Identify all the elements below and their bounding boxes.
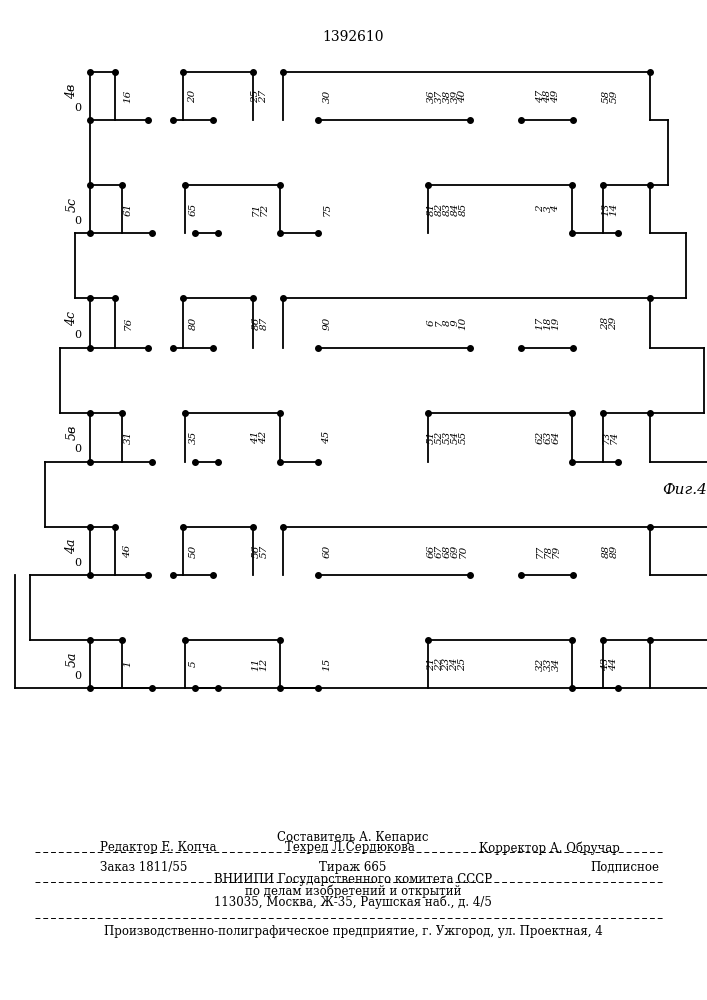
Text: 51
52
53
54
55: 51 52 53 54 55 bbox=[426, 431, 467, 444]
Text: по делам изобретений и открытий: по делам изобретений и открытий bbox=[245, 884, 461, 898]
Text: 17
18
19: 17 18 19 bbox=[535, 316, 561, 330]
Text: 35: 35 bbox=[189, 431, 197, 444]
Text: 21
22
23
24
25: 21 22 23 24 25 bbox=[426, 657, 467, 671]
Text: 0: 0 bbox=[74, 671, 81, 681]
Text: 0: 0 bbox=[74, 558, 81, 568]
Text: 0: 0 bbox=[74, 444, 81, 454]
Text: 36
37
38
39
40: 36 37 38 39 40 bbox=[426, 89, 467, 103]
Text: 31: 31 bbox=[124, 431, 132, 444]
Text: 81
82
83
84
85: 81 82 83 84 85 bbox=[426, 202, 467, 216]
Text: 61: 61 bbox=[124, 202, 132, 216]
Text: 113035, Москва, Ж-35, Раушская наб., д. 4/5: 113035, Москва, Ж-35, Раушская наб., д. … bbox=[214, 895, 492, 909]
Text: 1392610: 1392610 bbox=[322, 30, 384, 44]
Text: 56
57: 56 57 bbox=[252, 544, 269, 558]
Text: 73
74: 73 74 bbox=[602, 431, 619, 444]
Text: Производственно-полиграфическое предприятие, г. Ужгород, ул. Проектная, 4: Производственно-полиграфическое предприя… bbox=[104, 926, 602, 938]
Text: 0: 0 bbox=[74, 103, 81, 113]
Text: 60: 60 bbox=[322, 544, 332, 558]
Text: 5в: 5в bbox=[66, 425, 78, 440]
Text: 58
59: 58 59 bbox=[602, 89, 619, 103]
Text: 4с: 4с bbox=[66, 310, 78, 326]
Text: Фиг.4: Фиг.4 bbox=[662, 483, 707, 497]
Text: 80: 80 bbox=[189, 316, 197, 330]
Text: 90: 90 bbox=[322, 316, 332, 330]
Text: 30: 30 bbox=[322, 89, 332, 103]
Text: 86
87: 86 87 bbox=[252, 316, 269, 330]
Text: 88
89: 88 89 bbox=[602, 544, 619, 558]
Text: Подписное: Подписное bbox=[590, 860, 659, 874]
Text: 20: 20 bbox=[189, 89, 197, 103]
Text: 47
48
49: 47 48 49 bbox=[535, 89, 561, 103]
Text: 43
44: 43 44 bbox=[602, 657, 619, 671]
Text: 2
3
4: 2 3 4 bbox=[535, 206, 561, 212]
Text: 0: 0 bbox=[74, 330, 81, 340]
Text: 66
67
68
69
70: 66 67 68 69 70 bbox=[426, 544, 467, 558]
Text: 25
27: 25 27 bbox=[252, 89, 269, 103]
Text: 75: 75 bbox=[322, 202, 332, 216]
Text: 41
42: 41 42 bbox=[252, 431, 269, 444]
Text: 77
78
79: 77 78 79 bbox=[535, 544, 561, 558]
Text: ВНИИПИ Государственного комитета СССР: ВНИИПИ Государственного комитета СССР bbox=[214, 874, 492, 886]
Text: 28
29: 28 29 bbox=[602, 316, 619, 330]
Text: 5: 5 bbox=[189, 661, 197, 667]
Text: 5с: 5с bbox=[66, 196, 78, 212]
Text: 4а: 4а bbox=[66, 538, 78, 554]
Text: 46: 46 bbox=[124, 544, 132, 558]
Text: 32
33
34: 32 33 34 bbox=[535, 657, 561, 671]
Text: Редактор Е. Копча: Редактор Е. Копча bbox=[100, 842, 216, 854]
Text: 15: 15 bbox=[322, 657, 332, 671]
Text: 45: 45 bbox=[322, 431, 332, 444]
Text: 62
63
64: 62 63 64 bbox=[535, 431, 561, 444]
Text: 11
12: 11 12 bbox=[252, 657, 269, 671]
Text: 13
14: 13 14 bbox=[602, 202, 619, 216]
Text: 65: 65 bbox=[189, 202, 197, 216]
Text: Тираж 665: Тираж 665 bbox=[320, 860, 387, 874]
Text: Составитель А. Кепарис: Составитель А. Кепарис bbox=[277, 832, 428, 844]
Text: 5а: 5а bbox=[66, 651, 78, 667]
Text: 50: 50 bbox=[189, 544, 197, 558]
Text: 16: 16 bbox=[124, 89, 132, 103]
Text: Заказ 1811/55: Заказ 1811/55 bbox=[100, 860, 187, 874]
Text: Корректор А. Обручар: Корректор А. Обручар bbox=[479, 841, 620, 855]
Text: 4в: 4в bbox=[66, 83, 78, 99]
Text: 71
72: 71 72 bbox=[252, 202, 269, 216]
Text: 6
7
8
9
10: 6 7 8 9 10 bbox=[426, 316, 467, 330]
Text: 0: 0 bbox=[74, 216, 81, 226]
Text: Техред Л.Сердюкова: Техред Л.Сердюкова bbox=[285, 842, 415, 854]
Text: 76: 76 bbox=[124, 316, 132, 330]
Text: 1: 1 bbox=[124, 661, 132, 667]
